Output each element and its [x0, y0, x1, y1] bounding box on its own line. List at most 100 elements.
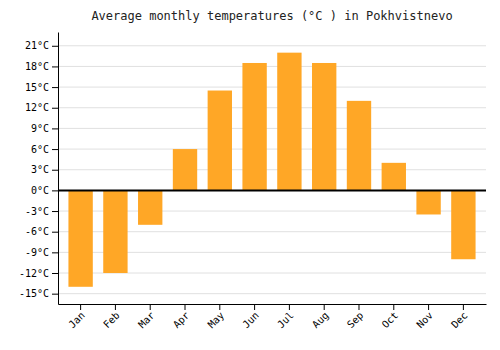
x-tick-mark [393, 304, 394, 310]
y-tick-label: 0°C [31, 185, 49, 196]
grid-line [58, 128, 486, 129]
x-tick-label: Dec [449, 310, 470, 331]
grid-line [58, 107, 486, 108]
x-tick: Sep [345, 304, 366, 330]
y-tick-mark [52, 66, 58, 67]
bar [416, 190, 440, 214]
grid-line [58, 293, 486, 294]
plot: -15°C -12°C -9°C -6°C -3°C 0°C 3°C 6°C 9°C 12°C 15… [19, 33, 487, 331]
y-tick: -6°C [25, 226, 58, 237]
y-tick-label: 18°C [25, 61, 49, 72]
x-tick-label: Jul [275, 310, 296, 331]
y-tick-label: 12°C [25, 102, 49, 113]
y-tick-label: -15°C [19, 288, 49, 299]
x-tick: Oct [380, 304, 401, 330]
grid-line [58, 149, 486, 150]
y-tick-label: 9°C [31, 123, 49, 134]
y-tick: 9°C [31, 123, 58, 134]
y-tick: 6°C [31, 144, 58, 155]
y-tick-label: 15°C [25, 82, 49, 93]
y-tick-mark [52, 232, 58, 233]
x-axis-line [59, 304, 487, 305]
bar [173, 149, 197, 190]
x-tick-mark [219, 304, 220, 310]
y-tick: -15°C [19, 288, 58, 299]
grid-line [58, 169, 486, 170]
grid-line [58, 45, 486, 46]
x-tick: Jan [66, 304, 87, 330]
x-axis: JanFebMarAprMayJunJulAugSepOctNovDec [59, 304, 487, 330]
bar [242, 63, 266, 190]
title: Average monthly temperatures (°C ) in Po… [91, 9, 452, 23]
y-tick-mark [52, 87, 58, 88]
y-axis: -15°C -12°C -9°C -6°C -3°C 0°C 3°C 6°C 9°C 12°C 15… [19, 33, 59, 305]
x-tick-label: Apr [171, 310, 192, 331]
x-tick: Jun [240, 304, 261, 330]
y-tick: 3°C [31, 164, 58, 175]
x-tick-label: Sep [345, 310, 366, 331]
baseline [58, 189, 486, 191]
y-tick-label: 6°C [31, 144, 49, 155]
x-tick-label: Oct [380, 310, 401, 331]
y-tick-label: -3°C [25, 206, 49, 217]
bar [382, 163, 406, 191]
x-tick-mark [115, 304, 116, 310]
y-tick-mark [52, 252, 58, 253]
y-tick-mark [52, 149, 58, 150]
x-tick-mark [185, 304, 186, 310]
y-tick-mark [52, 190, 58, 191]
x-tick-label: May [206, 310, 227, 331]
x-tick-label: Jan [66, 310, 87, 331]
x-tick: Jul [275, 304, 296, 330]
y-tick: -9°C [25, 247, 58, 258]
y-tick-mark [52, 294, 58, 295]
grid-line [58, 190, 486, 191]
marks [58, 53, 486, 287]
bar [277, 53, 301, 191]
x-tick: May [206, 304, 227, 330]
x-tick-mark [463, 304, 464, 310]
y-tick: 15°C [25, 82, 58, 93]
y-tick-label: -12°C [19, 268, 49, 279]
bar [68, 190, 92, 286]
y-tick-mark [52, 108, 58, 109]
x-tick: Nov [414, 304, 435, 330]
grid [58, 46, 486, 294]
bar [312, 63, 336, 190]
bar [138, 190, 162, 224]
chart: -15°C -12°C -9°C -6°C -3°C 0°C 3°C 6°C 9°C 12°C 15… [0, 0, 500, 350]
x-tick-label: Mar [136, 310, 157, 331]
grid-line [58, 66, 486, 67]
bar [451, 190, 475, 259]
x-tick: Apr [171, 304, 192, 330]
y-tick: -12°C [19, 268, 58, 279]
y-tick: 18°C [25, 61, 58, 72]
x-tick: Aug [310, 304, 331, 330]
bar [347, 101, 371, 191]
y-axis-line [58, 33, 59, 305]
x-tick: Dec [449, 304, 470, 330]
x-tick-mark [150, 304, 151, 310]
y-tick-mark [52, 170, 58, 171]
y-tick-mark [52, 46, 58, 47]
y-tick-mark [52, 128, 58, 129]
x-tick: Mar [136, 304, 157, 330]
y-tick: 12°C [25, 102, 58, 113]
y-tick: 0°C [31, 185, 58, 196]
y-tick: -3°C [25, 206, 58, 217]
bar [103, 190, 127, 273]
bar [208, 91, 232, 191]
y-tick-mark [52, 273, 58, 274]
y-tick-label: -6°C [25, 226, 49, 237]
x-tick-mark [80, 304, 81, 310]
y-tick: 21°C [25, 40, 58, 51]
y-tick-label: 3°C [31, 164, 49, 175]
x-tick-mark [324, 304, 325, 310]
x-tick-label: Aug [310, 310, 331, 331]
x-tick-mark [254, 304, 255, 310]
x-tick-mark [428, 304, 429, 310]
x-tick-label: Nov [414, 310, 435, 331]
grid-line [58, 87, 486, 88]
x-tick-mark [289, 304, 290, 310]
x-tick-mark [358, 304, 359, 310]
